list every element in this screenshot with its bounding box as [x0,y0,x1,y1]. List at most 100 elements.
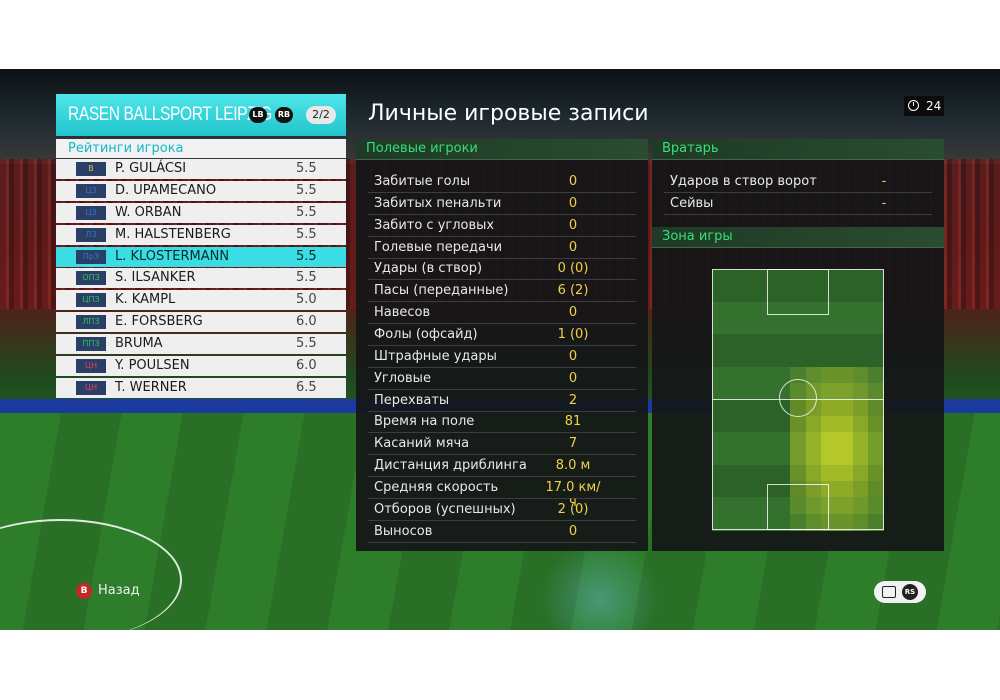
zone-header: Зона игры [652,227,944,248]
player-row[interactable]: ЦПЗ K. KAMPL 5.0 [56,290,346,311]
field-players-header: Полевые игроки [356,139,648,160]
heatmap-cell [821,415,838,433]
player-row[interactable]: ЛПЗ E. FORSBERG 6.0 [56,312,346,333]
heatmap-cell [758,513,776,531]
heatmap-cell [758,464,776,482]
position-badge: В [76,162,106,176]
field-players-panel: Полевые игроки Забитые голы 0 Забитых пена… [356,139,648,551]
pitch-marking [767,484,829,530]
heatmap-cell [774,366,791,384]
heatmap-cell [758,383,776,400]
player-row[interactable]: ПрЗ L. KLOSTERMANN 5.5 [56,246,346,267]
stat-label: Фолы (офсайд) [374,326,478,342]
heatmap-cell [837,497,854,515]
lb-button[interactable]: LB [249,107,267,123]
heatmap-cell [837,334,854,352]
heatmap-cell [712,285,729,303]
rs-key-icon: RS [902,584,918,600]
heatmap-cell [821,513,838,531]
player-row[interactable]: ЦЗ D. UPAMECANO 5.5 [56,180,346,201]
heatmap-cell [774,415,791,433]
heatmap-cell [805,448,822,466]
heatmap-cell [727,513,744,531]
heatmap-cell [805,415,822,433]
player-row[interactable]: ЦН Y. POULSEN 6.0 [56,356,346,377]
chat-icon [882,586,896,598]
stat-value: 0 [568,348,578,364]
heatmap-cell [774,481,791,498]
clock-icon [908,100,919,111]
player-row[interactable]: ЛЗ M. HALSTENBERG 5.5 [56,224,346,245]
heatmap-cell [852,464,869,482]
heatmap-cell [727,350,744,368]
heatmap-cell [790,432,807,449]
heatmap-cell [868,513,885,531]
player-row[interactable]: ППЗ BRUMA 5.5 [56,334,346,355]
player-rating: 5.0 [296,292,317,308]
heatmap-cell [852,399,869,417]
heatmap-cell [712,464,729,482]
goalkeeper-header-label: Вратарь [662,141,719,156]
stat-label: Отборов (успешных) [374,501,516,517]
heatmap-cell [727,448,744,466]
heatmap-cell [774,497,791,515]
rb-button[interactable]: RB [275,107,293,123]
heatmap-cell [852,301,869,319]
stat-row: Фолы (офсайд) 1 (0) [368,324,636,346]
heatmap-cell [758,432,776,449]
player-name: BRUMA [115,336,163,352]
stat-row: Дистанция дриблинга 8.0 м [368,455,636,478]
stat-value: 7 [568,436,578,452]
heatmap-cell [774,513,791,531]
heatmap-cell [852,448,869,466]
position-badge: ЦПЗ [76,293,106,308]
heatmap-cell [712,269,729,286]
player-row[interactable]: ЦЗ W. ORBAN 5.5 [56,202,346,223]
heatmap-cell [727,285,744,303]
player-row[interactable]: ЦН T. WERNER 6.5 [56,377,346,398]
heatmap-cell [868,448,885,466]
position-badge: ЛЗ [76,227,106,242]
chat-button[interactable]: RS [874,581,926,603]
player-name: Y. POULSEN [115,358,190,374]
stat-value: 2 (0) [557,501,589,517]
heatmap-cell [743,464,760,482]
position-badge: ЦН [76,359,106,374]
ratings-title-bar: Рейтинги игрока [56,139,346,158]
heatmap-cell [868,301,885,319]
position-badge: ПрЗ [76,249,106,264]
back-button-label[interactable]: Назад [98,583,140,598]
stat-value: 0 [568,370,578,386]
heatmap-cell [758,497,776,515]
stat-label: Штрафные удары [374,348,497,364]
stat-row: Перехваты 2 [368,390,636,412]
heatmap-cell [790,415,807,433]
heatmap-cell [727,415,744,433]
heatmap-cell [790,513,807,531]
stat-label: Удары (в створ) [374,261,483,277]
heatmap-cell [774,285,791,303]
player-rating: 6.0 [296,314,317,330]
position-badge: ЛПЗ [76,315,106,330]
heatmap-pitch [712,269,885,531]
heatmap-cell [821,334,838,352]
heatmap-cell [743,301,760,319]
back-key-icon[interactable]: B [76,583,92,599]
heatmap-cell [837,513,854,531]
player-row[interactable]: ОПЗ S. ILSANKER 5.5 [56,268,346,289]
team-header: RASEN BALLSPORT LEIPZIG LB RB 2/2 [56,94,346,136]
player-row[interactable]: В P. GULÁCSI 5.5 [56,159,346,179]
heatmap-cell [852,415,869,433]
heatmap-cell [821,285,838,303]
gk-stat-row: Сейвы - [664,193,932,215]
stat-label: Голевые передачи [374,239,503,255]
heatmap-cell [790,350,807,368]
heatmap-cell [712,448,729,466]
stat-value: 0 [568,195,578,211]
heatmap-cell [712,497,729,515]
heatmap-cell [727,399,744,417]
stat-row: Забитых пенальти 0 [368,193,636,215]
heatmap-cell [774,350,791,368]
heatmap-cell [712,317,729,335]
heatmap-cell [852,350,869,368]
